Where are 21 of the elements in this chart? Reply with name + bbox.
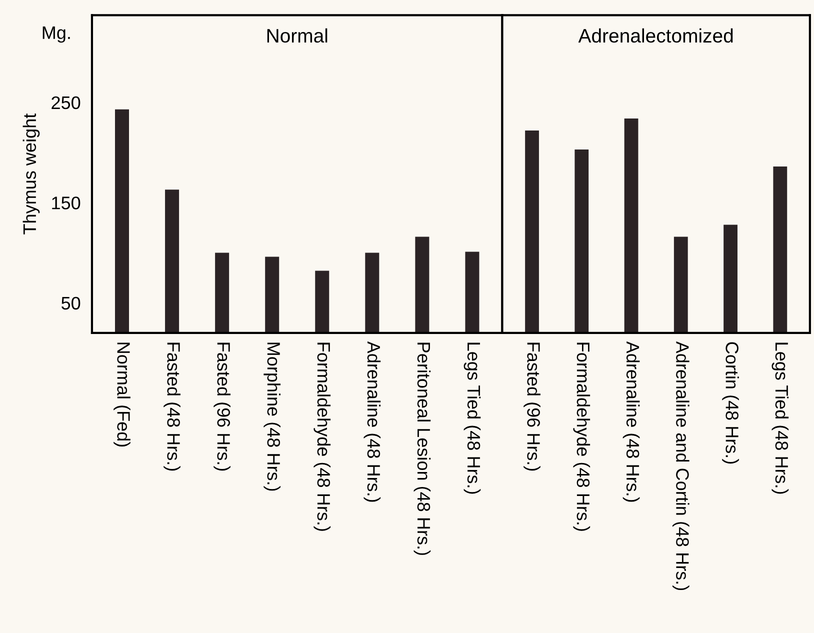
x-tick-label: Formaldehyde (48 Hrs.) [314,342,331,531]
text: Normal [267,28,328,43]
x-tick-label: Legs Tied (48 Hrs.) [464,342,481,494]
x-tick-label: Adrenaline (48 Hrs.) [622,341,640,502]
text: Adrenalectomized [578,28,733,43]
x-tick-label: Fasted (96 Hrs.) [214,342,230,471]
x-tick-label: Morphine (48 Hrs.) [264,342,281,491]
x-tick-label: Normal (Fed) [114,342,130,447]
text: Mg. [42,26,70,43]
x-tick-label: Fasted (96 Hrs.) [524,342,540,471]
y-tick-label: 50 [62,296,80,310]
y-axis-title: Thymus weight [22,113,40,234]
x-tick-label: Fasted (48 Hrs.) [164,342,180,471]
x-tick-label: Cortin (48 Hrs.) [722,342,739,464]
x-tick-label: Legs Tied (48 Hrs.) [772,342,789,494]
x-tick-label: Adrenaline and Cortin (48 Hrs.) [672,341,690,590]
x-tick-label: Formaldehyde (48 Hrs.) [573,342,590,531]
x-tick-label: Adrenaline (48 Hrs.) [364,341,381,502]
y-tick-label: 150 [52,196,80,210]
x-tick-label: Peritoneal Lesion (48 Hrs.) [414,342,431,555]
y-tick-label: 250 [52,96,80,110]
